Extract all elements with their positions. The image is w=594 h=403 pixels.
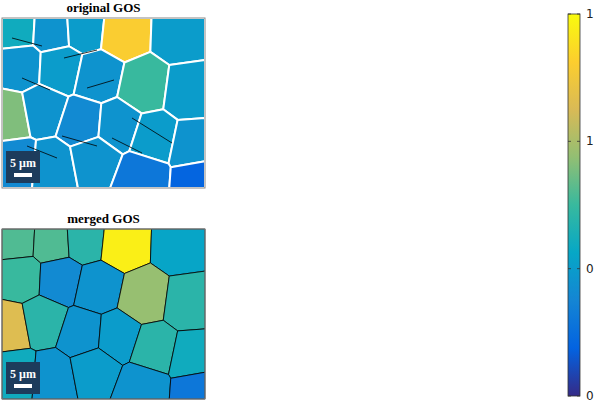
svg-text:merged GOS: merged GOS <box>67 211 140 226</box>
svg-text:5 μm: 5 μm <box>10 367 36 381</box>
svg-text:5 μm: 5 μm <box>10 156 36 170</box>
svg-text:original GOS: original GOS <box>66 0 140 15</box>
